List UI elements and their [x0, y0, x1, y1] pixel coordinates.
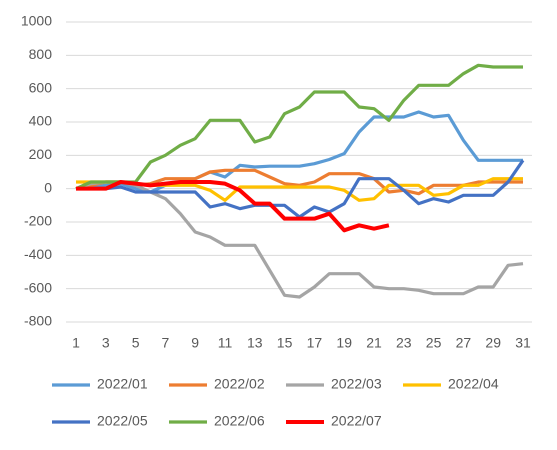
- series-line: [75, 63, 523, 191]
- legend-label: 2022/01: [97, 376, 148, 392]
- x-tick-label: 17: [307, 335, 323, 351]
- x-tick-label: 1: [72, 335, 80, 351]
- y-tick-label: 1000: [21, 13, 52, 29]
- x-tick-label: 13: [247, 335, 263, 351]
- x-tick-label: 29: [485, 335, 501, 351]
- x-tick-label: 19: [336, 335, 352, 351]
- legend-label: 2022/02: [214, 376, 265, 392]
- x-tick-label: 3: [102, 335, 110, 351]
- y-tick-label: -200: [24, 213, 52, 229]
- y-tick-label: -600: [24, 279, 52, 295]
- y-tick-label: 800: [29, 46, 53, 62]
- y-tick-label: 600: [29, 79, 53, 95]
- legend-label: 2022/04: [448, 376, 499, 392]
- x-tick-label: 15: [277, 335, 293, 351]
- y-tick-label: 0: [44, 179, 52, 195]
- x-tick-label: 7: [162, 335, 170, 351]
- x-tick-label: 11: [218, 335, 233, 351]
- x-tick-label: 21: [366, 335, 382, 351]
- x-tick-label: 27: [456, 335, 472, 351]
- x-tick-label: 5: [132, 335, 140, 351]
- y-tick-label: -400: [24, 246, 52, 262]
- legend-label: 2022/03: [331, 376, 382, 392]
- series-line: [76, 180, 390, 233]
- y-tick-label: -800: [24, 313, 52, 329]
- y-tick-label: 200: [29, 146, 53, 162]
- x-tick-label: 9: [191, 335, 199, 351]
- legend-label: 2022/07: [331, 413, 382, 429]
- series-line: [75, 110, 523, 194]
- y-tick-label: 400: [29, 113, 53, 129]
- x-tick-label: 25: [426, 335, 442, 351]
- legend-label: 2022/06: [214, 413, 265, 429]
- x-tick-label: 23: [396, 335, 412, 351]
- legend-label: 2022/05: [97, 413, 148, 429]
- x-tick-label: 31: [515, 335, 531, 351]
